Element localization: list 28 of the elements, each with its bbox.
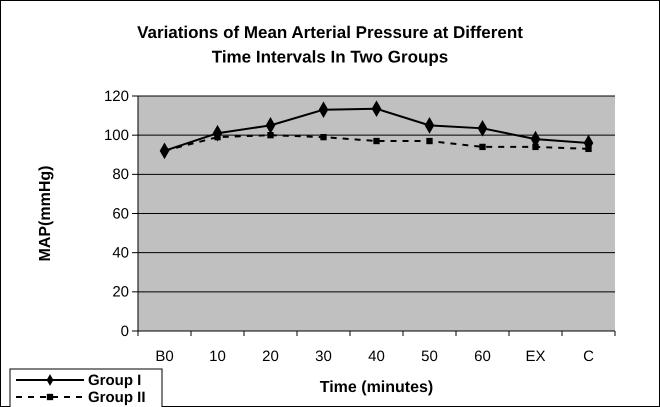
x-axis-title: Time (minutes) <box>320 379 434 396</box>
y-tick-label: 20 <box>112 284 129 301</box>
x-tick-label: 20 <box>262 348 279 365</box>
y-tick-label: 60 <box>112 205 129 222</box>
y-tick-label: 40 <box>112 244 129 262</box>
legend-label: Group I <box>88 372 142 389</box>
point <box>479 144 486 150</box>
x-tick-label: 10 <box>209 348 226 365</box>
y-tick-label: 100 <box>104 126 129 144</box>
point <box>532 144 539 150</box>
x-tick-label: 50 <box>421 348 438 365</box>
point <box>267 132 274 138</box>
x-tick-label: C <box>583 348 594 365</box>
chart-title: Variations of Mean Arterial Pressure at Different Time Intervals In Two Groups <box>137 23 524 67</box>
y-axis-title: MAP(mmHg) <box>37 166 54 262</box>
legend-label: Group II <box>88 389 146 406</box>
y-tick-label: 0 <box>120 322 129 340</box>
x-tick-label: B0 <box>155 348 174 365</box>
y-tick-label: 120 <box>104 88 129 105</box>
point <box>426 138 433 144</box>
point <box>373 138 380 144</box>
x-tick-label: 40 <box>368 348 385 365</box>
point <box>320 134 327 140</box>
point <box>585 146 592 152</box>
x-tick-label: 60 <box>474 348 491 365</box>
x-tick-label: EX <box>525 348 546 365</box>
y-tick-label: 80 <box>112 166 129 184</box>
x-tick-label: 30 <box>315 348 332 365</box>
